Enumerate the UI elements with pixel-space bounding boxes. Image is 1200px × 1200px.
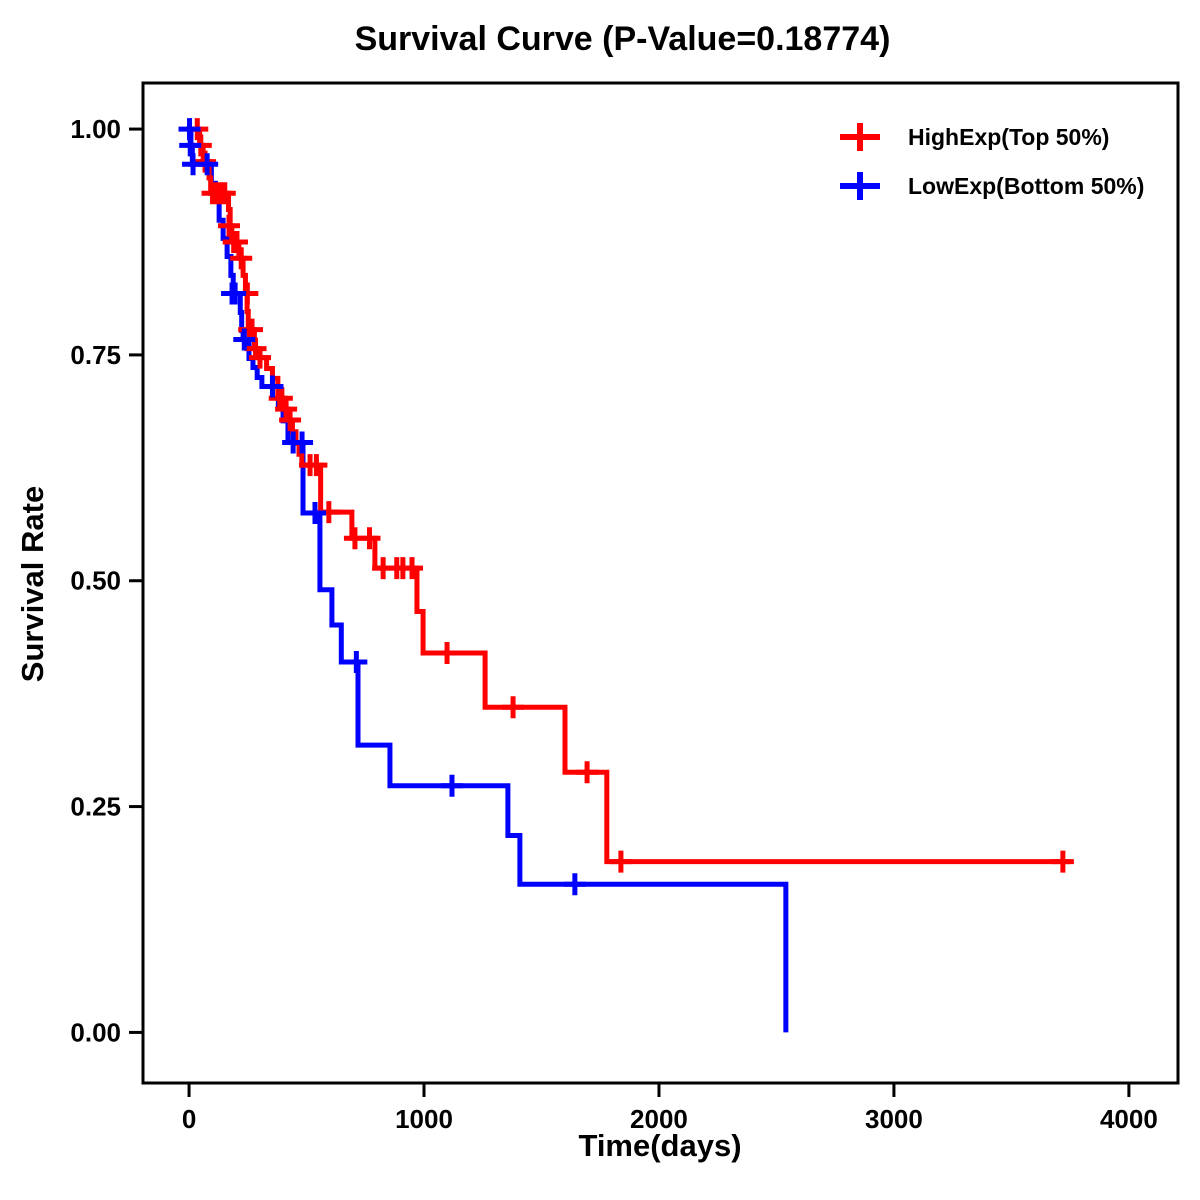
plot-frame bbox=[141, 81, 1180, 1085]
x-tick-label: 3000 bbox=[865, 1104, 923, 1134]
x-axis-label: Time(days) bbox=[578, 1128, 742, 1163]
legend-label-highexp: HighExp(Top 50%) bbox=[908, 123, 1110, 150]
censor-plus-icon bbox=[840, 123, 880, 151]
y-tick-label: 0.00 bbox=[70, 1017, 121, 1047]
lowexp-legend-marker bbox=[840, 172, 880, 200]
y-axis-label: Survival Rate bbox=[15, 485, 50, 683]
highexp-survival-curve bbox=[189, 126, 1071, 865]
x-tick-label: 0 bbox=[182, 1104, 196, 1134]
y-tick-label: 0.50 bbox=[70, 566, 121, 596]
legend-label-lowexp: LowExp(Bottom 50%) bbox=[908, 172, 1145, 199]
y-tick-label: 0.25 bbox=[70, 792, 121, 822]
x-tick-label: 4000 bbox=[1100, 1104, 1158, 1134]
legend: HighExp(Top 50%) LowExp(Bottom 50%) bbox=[838, 117, 1144, 215]
x-tick-label: 1000 bbox=[395, 1104, 453, 1134]
y-tick-label: 1.00 bbox=[70, 114, 121, 144]
y-tick-label: 0.75 bbox=[70, 340, 121, 370]
lowexp-censor-marks bbox=[178, 118, 586, 896]
highexp-legend-marker bbox=[840, 123, 880, 151]
lowexp-survival-curve bbox=[188, 126, 789, 1033]
censor-plus-icon bbox=[840, 172, 880, 200]
x-tick-label: 2000 bbox=[630, 1104, 688, 1134]
legend-row-highexp: HighExp(Top 50%) bbox=[838, 117, 1144, 157]
legend-row-lowexp: LowExp(Bottom 50%) bbox=[838, 166, 1144, 206]
chart-title: Survival Curve (P-Value=0.18774) bbox=[354, 20, 891, 58]
